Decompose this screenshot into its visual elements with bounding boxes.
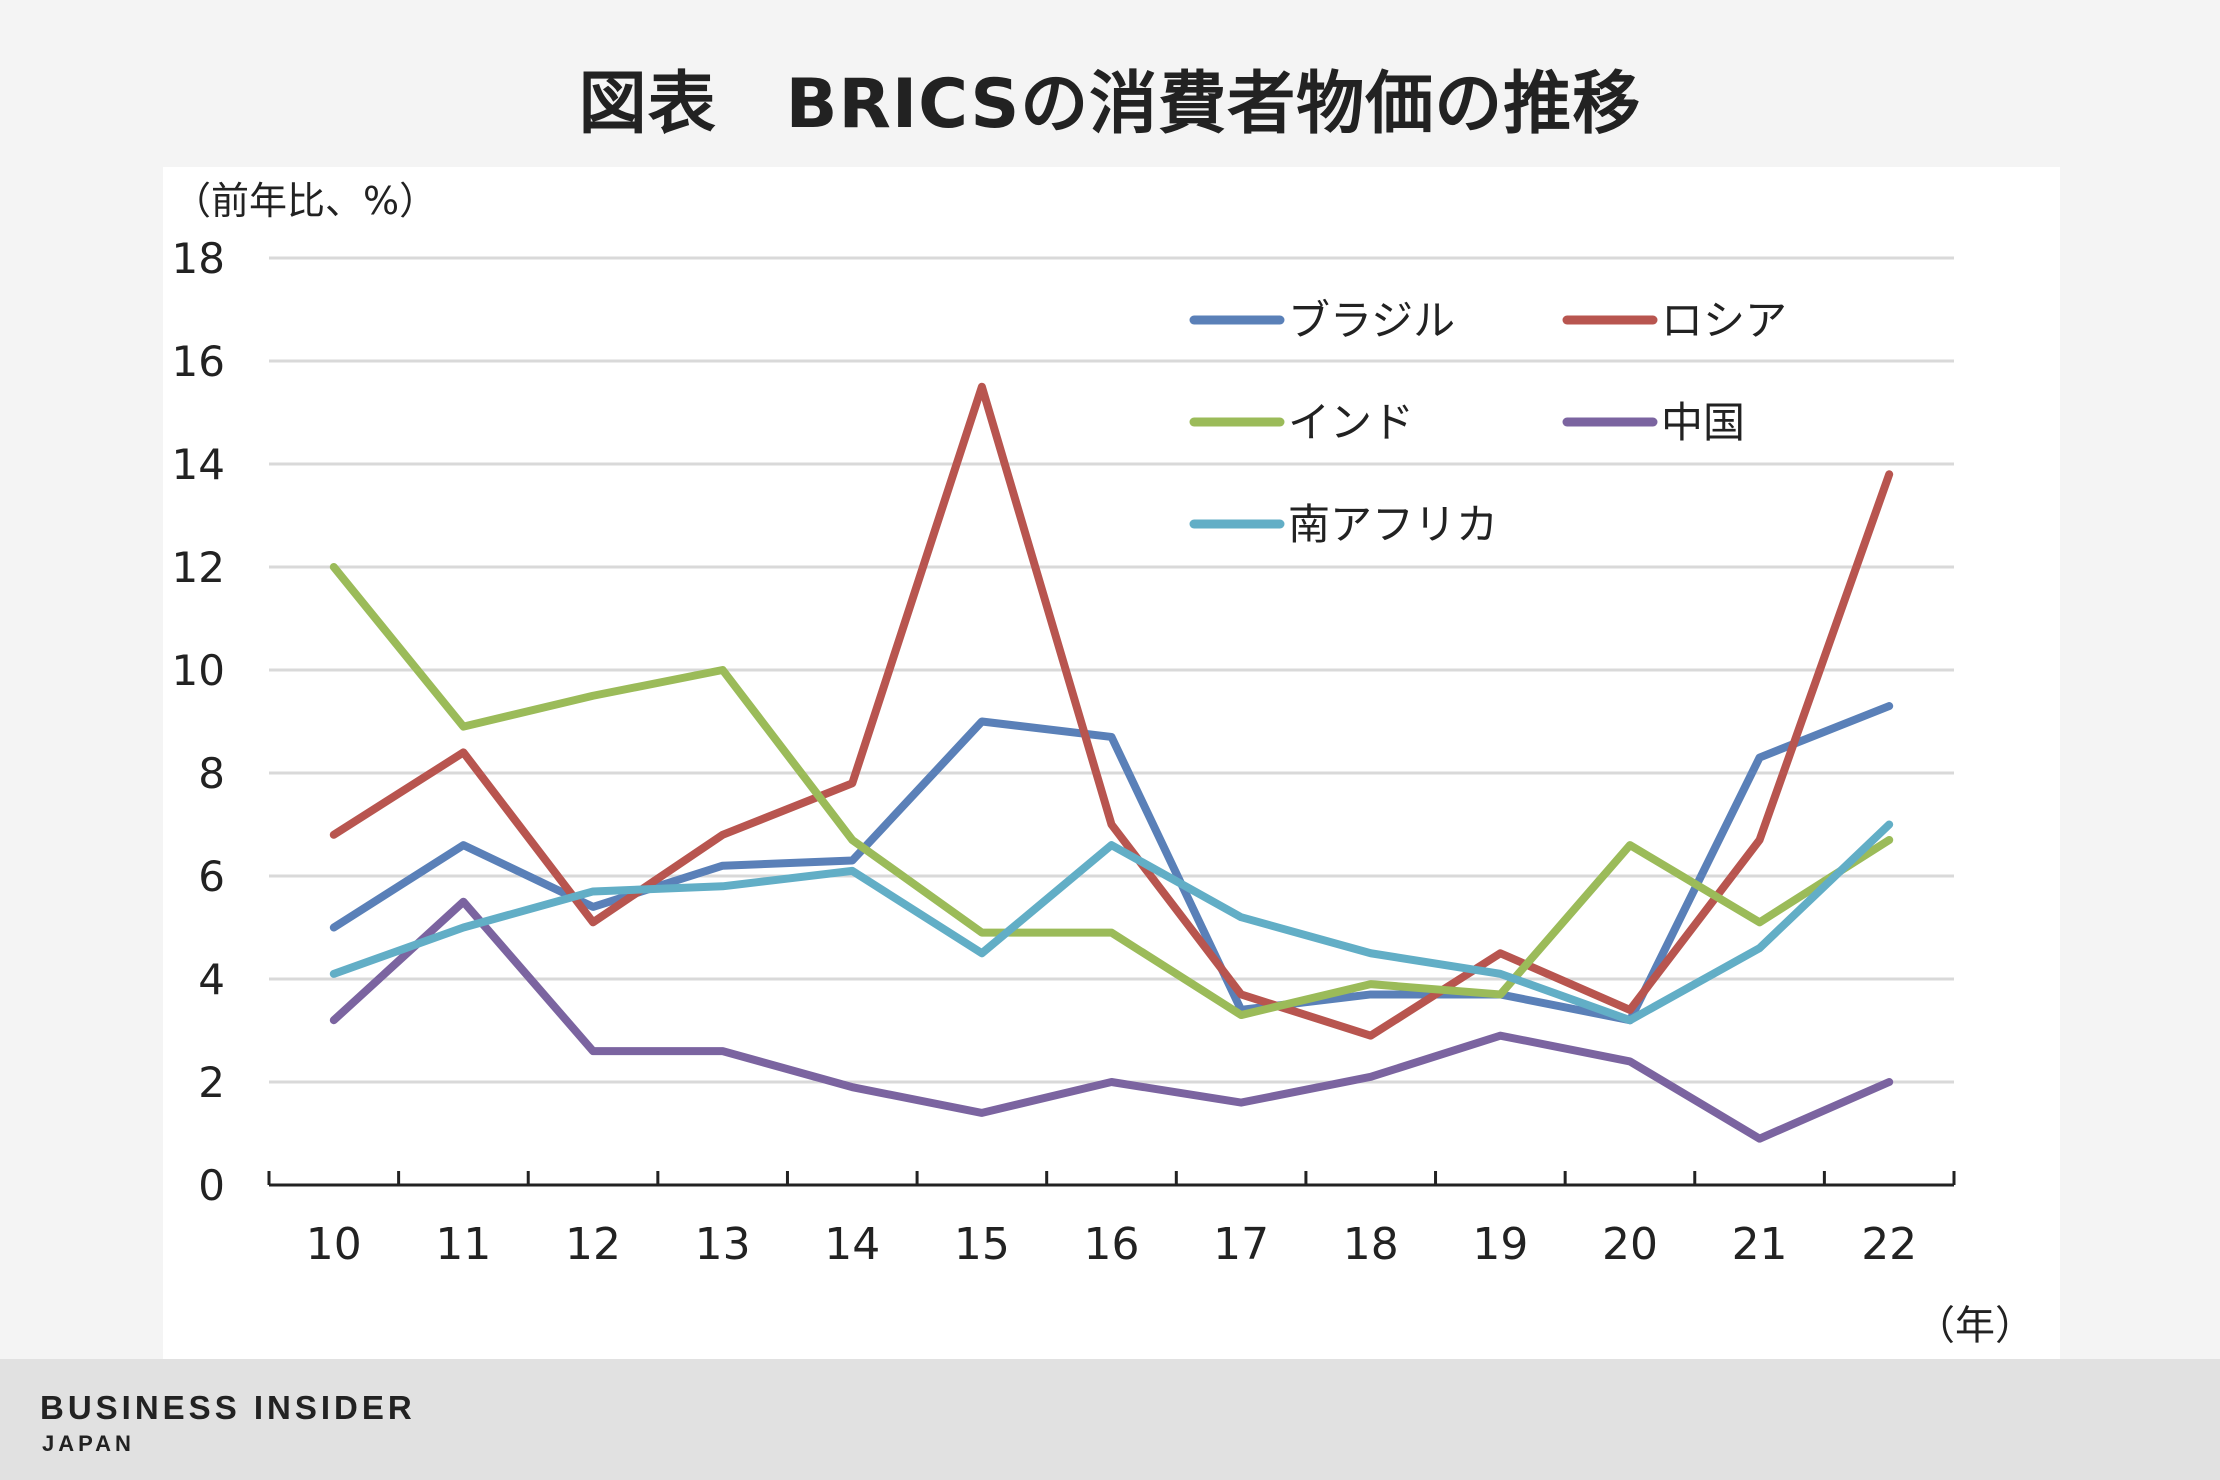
brand-logo-sub: JAPAN [42,1431,135,1456]
x-tick-label: 12 [565,1219,621,1270]
y-tick-label: 2 [198,1058,225,1107]
x-tick-label: 21 [1732,1219,1788,1270]
y-tick-label: 4 [198,955,225,1004]
x-axis-label: （年） [1915,1303,2035,1349]
y-tick-label: 18 [172,234,225,283]
x-tick-label: 19 [1472,1219,1528,1270]
x-tick-label: 10 [306,1219,362,1270]
y-tick-label: 16 [172,337,225,386]
brand-logo: BUSINESS INSIDER [40,1389,416,1426]
series-line-2 [329,563,1894,1020]
y-tick-label: 12 [172,543,225,592]
legend-label: 中国 [1661,398,1745,447]
series-line-4 [329,820,1894,1025]
legend-label: ブラジル [1288,296,1455,345]
series-line-3 [329,897,1894,1143]
y-tick-label: 0 [198,1161,225,1210]
x-tick-label: 11 [435,1219,491,1270]
series-line-1 [329,382,1894,1040]
x-tick-label: 16 [1084,1219,1140,1270]
x-tick-label: 18 [1343,1219,1399,1270]
footer-bar: BUSINESS INSIDER JAPAN [0,1359,2220,1480]
y-tick-label: 14 [172,440,225,489]
y-tick-label: 6 [198,852,225,901]
y-tick-label: 10 [172,646,225,695]
x-tick-label: 20 [1602,1219,1658,1270]
y-axis-label: （前年比、%） [173,179,437,223]
line-chart: 0 2 4 6 8 10 12 14 16 18 （前年比、%） 10 11 12 13 14 15 16 17 18… [172,179,2035,1349]
legend-label: 南アフリカ [1288,500,1498,549]
legend-label: ロシア [1661,296,1787,345]
x-tick-label: 13 [695,1219,751,1270]
chart-title: 図表 BRICSの消費者物価の推移 [578,65,1642,144]
chart-panel: 0 2 4 6 8 10 12 14 16 18 （前年比、%） 10 11 12 13 14 15 16 17 18… [163,167,2060,1359]
y-tick-label: 8 [198,749,225,798]
x-tick-label: 22 [1861,1219,1917,1270]
legend-label: インド [1288,398,1414,447]
x-tick-label: 15 [954,1219,1010,1270]
x-tick-label: 14 [824,1219,880,1270]
x-tick-label: 17 [1213,1219,1269,1270]
